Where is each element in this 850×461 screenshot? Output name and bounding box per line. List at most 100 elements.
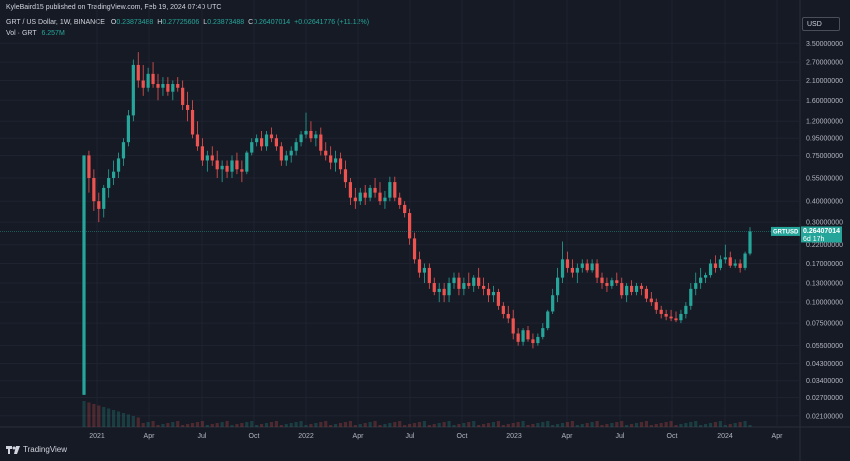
volume-bar	[526, 425, 530, 427]
volume-bar	[309, 424, 313, 427]
volume-bar	[447, 421, 451, 427]
volume-bar	[501, 425, 505, 427]
candle-body	[107, 178, 111, 188]
volume-bar	[368, 422, 372, 427]
volume-bar	[378, 425, 382, 427]
candle-body	[506, 313, 510, 319]
price-tick-label: 0.17000000	[806, 261, 843, 268]
volume-bar	[284, 424, 288, 427]
volume-bar	[422, 421, 427, 427]
candle-body	[595, 263, 599, 278]
price-tick-label: 0.55000000	[806, 176, 843, 183]
volume-bar	[373, 421, 377, 427]
candle-body	[176, 84, 180, 88]
tradingview-icon	[6, 445, 20, 454]
volume-bar	[516, 422, 520, 427]
volume-bar	[393, 422, 397, 427]
open-value: 0.23873488	[116, 19, 154, 26]
candle-body	[274, 138, 279, 147]
volume-bar	[679, 424, 683, 427]
last-price-value-bg	[801, 226, 842, 243]
price-tick-label: 1.20000000	[806, 119, 843, 126]
tradingview-logo[interactable]: TradingView	[6, 445, 67, 454]
volume-bar	[205, 425, 209, 427]
volume-label: Vol · GRT	[6, 30, 37, 37]
candle-body	[294, 142, 298, 151]
candle-body	[654, 302, 658, 310]
volume-bar	[432, 424, 436, 427]
volume-bar	[477, 425, 481, 427]
volume-bar	[580, 424, 584, 427]
volume-bar	[225, 421, 229, 427]
candle-body	[304, 130, 308, 135]
candle-body	[329, 155, 333, 163]
candle-body	[195, 134, 200, 147]
candle-body	[225, 165, 229, 172]
candle-body	[200, 146, 205, 161]
volume-bar	[467, 422, 471, 427]
time-tick-label: Apr	[562, 433, 574, 440]
volume-bar	[383, 424, 387, 427]
time-tick-label: Apr	[353, 433, 365, 440]
volume-bar	[215, 423, 219, 427]
candle-body	[541, 328, 545, 337]
last-price-symbol-bg	[771, 226, 800, 236]
candle-body	[447, 283, 451, 296]
volume-bar	[195, 422, 200, 427]
volume-bar	[723, 425, 727, 427]
volume-bar	[457, 424, 461, 427]
candle-body	[126, 115, 131, 143]
candle-body	[615, 280, 619, 284]
volume-bar	[111, 410, 116, 427]
volume-bar	[398, 421, 402, 427]
volume-bar	[181, 425, 185, 427]
volume-bar	[481, 424, 486, 427]
volume-bar	[590, 422, 594, 427]
volume-bar	[570, 421, 575, 427]
last-price-value: 0.26407014	[803, 228, 840, 235]
volume-bar	[363, 423, 367, 427]
time-tick-label: Apr	[144, 433, 156, 440]
candle-body	[383, 197, 387, 202]
candle-body	[738, 263, 742, 268]
candle-body	[181, 87, 185, 105]
candle-body	[333, 158, 338, 163]
candle-body	[452, 277, 456, 284]
volume-bar	[230, 425, 234, 427]
candle-body	[141, 80, 145, 88]
candle-body	[299, 134, 303, 143]
volume-bar	[674, 425, 678, 427]
candle-body	[220, 165, 224, 170]
candle-body	[689, 288, 693, 306]
volume-bar	[146, 422, 150, 427]
candle-body	[718, 259, 723, 268]
brand-name: TradingView	[23, 445, 68, 454]
volume-legend: Vol · GRT 6.257M	[6, 30, 65, 37]
price-tick-label: 0.40000000	[806, 199, 843, 206]
candle-body	[398, 197, 402, 205]
candle-body	[111, 171, 116, 179]
volume-bar	[442, 422, 446, 427]
volume-bar	[264, 423, 269, 427]
volume-bar	[718, 421, 723, 427]
candle-body	[546, 311, 550, 329]
time-tick-label: 2021	[89, 433, 105, 440]
candle-body	[412, 238, 417, 260]
volume-bar	[151, 421, 155, 427]
last-price-symbol: GRTUSD	[773, 229, 799, 235]
candle-body	[708, 263, 713, 276]
currency-button[interactable]: USD	[802, 17, 840, 31]
last-price-marker: GRTUSD 0.26407014 6d 17h	[0, 226, 842, 243]
volume-bar	[669, 421, 673, 427]
time-tick-label: Apr	[772, 433, 784, 440]
symbol-name: GRT / US Dollar, 1W, BINANCE	[6, 19, 105, 26]
candle-body	[669, 316, 673, 319]
volume-bar	[728, 424, 732, 427]
price-tick-label: 0.30000000	[806, 220, 843, 227]
time-tick-label: Oct	[667, 433, 678, 440]
time-tick-label: Oct	[249, 433, 260, 440]
volume-bar	[107, 408, 111, 427]
candle-body	[511, 318, 515, 334]
candle-body	[491, 291, 496, 296]
